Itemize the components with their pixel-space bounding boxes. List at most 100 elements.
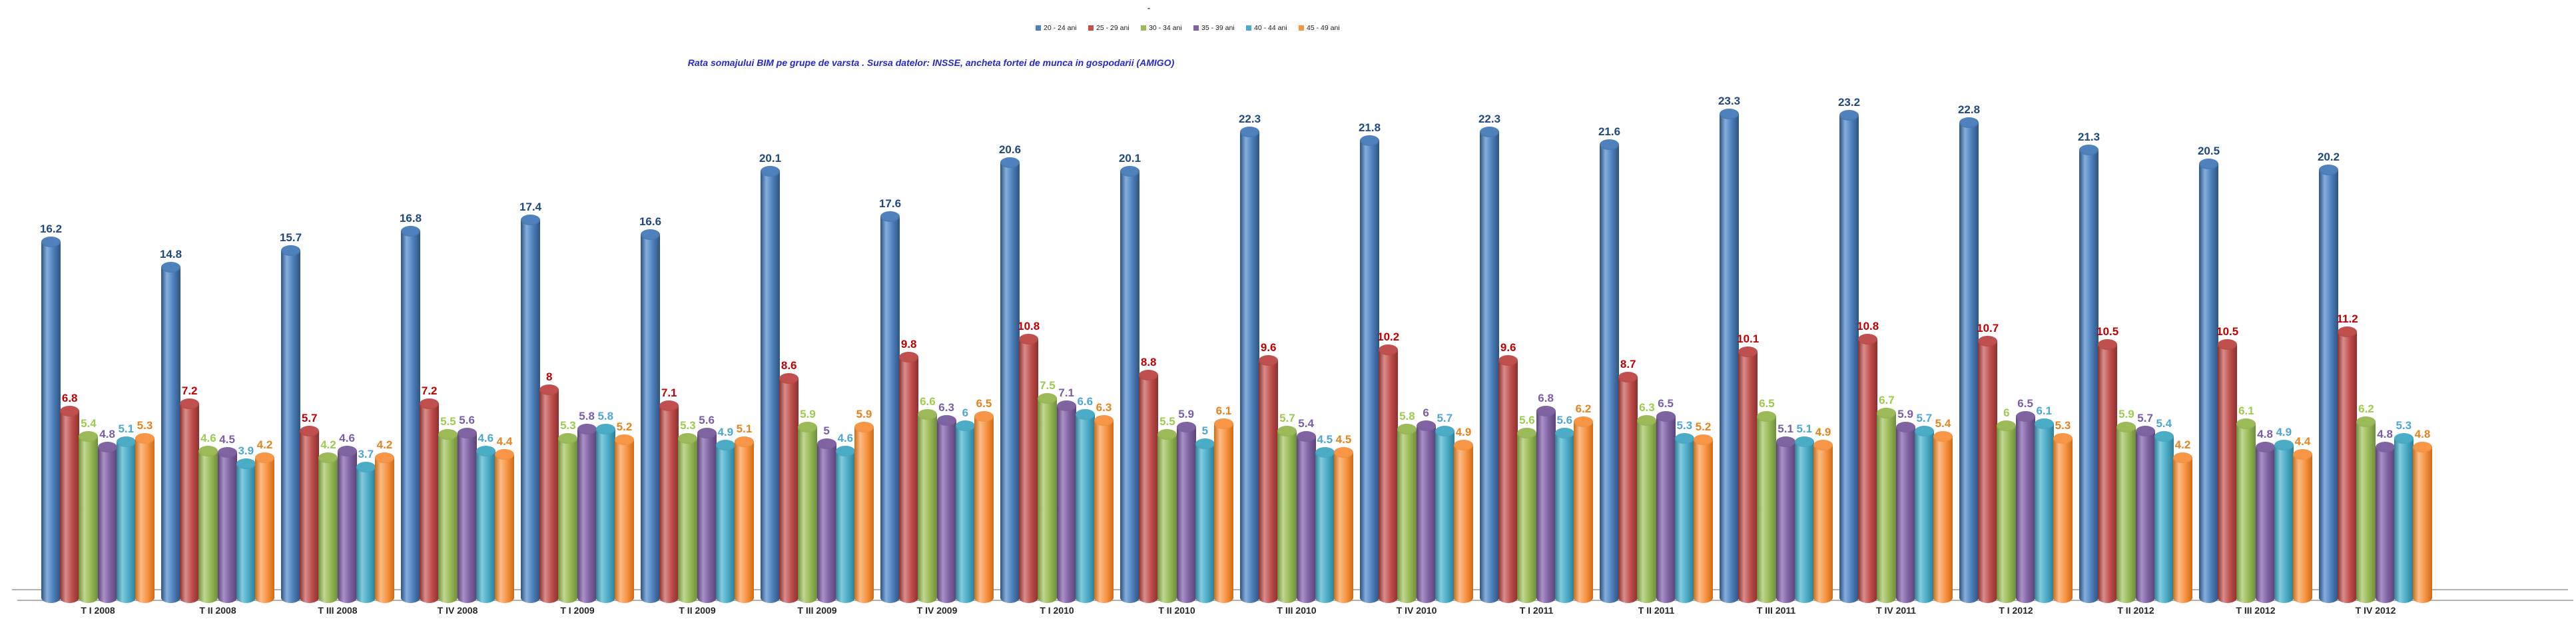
cylinder-bar-body bbox=[761, 171, 780, 603]
cylinder-bar bbox=[438, 429, 458, 603]
cylinder-bar-body bbox=[1775, 442, 1795, 603]
legend-label: 25 - 29 ani bbox=[1096, 24, 1129, 32]
cylinder-bar-body bbox=[1139, 374, 1159, 603]
cylinder-bar bbox=[2394, 432, 2414, 603]
cylinder-bar-body bbox=[1000, 162, 1020, 603]
cylinder-bar bbox=[300, 425, 320, 603]
cylinder-bar-cap bbox=[2413, 442, 2432, 453]
cylinder-bar bbox=[1600, 139, 1619, 603]
cylinder-bar bbox=[1978, 335, 1998, 603]
cylinder-bar-body bbox=[1895, 427, 1915, 603]
cylinder-bar-cap bbox=[1139, 369, 1159, 380]
cylinder-bar-cap bbox=[2375, 442, 2395, 453]
cylinder-bar bbox=[2356, 416, 2376, 603]
cylinder-bar-cap bbox=[1120, 166, 1139, 177]
bar-value-label: 4.8 bbox=[99, 428, 115, 441]
cylinder-bar-body bbox=[1315, 452, 1335, 603]
bar-value-label: 6.3 bbox=[1639, 400, 1655, 414]
cylinder-bar bbox=[1574, 416, 1593, 603]
cylinder-bar bbox=[1435, 425, 1454, 603]
cylinder-bar-cap bbox=[2218, 338, 2238, 350]
cylinder-bar-body bbox=[2338, 332, 2358, 603]
cylinder-bar bbox=[318, 452, 338, 603]
cylinder-bar-cap bbox=[300, 425, 320, 436]
cylinder-bar-cap bbox=[1738, 346, 1758, 357]
cylinder-bar-cap bbox=[1536, 406, 1556, 417]
cylinder-bar-body bbox=[779, 378, 799, 603]
category-label: T II 2012 bbox=[2117, 605, 2154, 616]
bar-value-label: 6.6 bbox=[920, 395, 936, 408]
cylinder-bar bbox=[1480, 126, 1499, 603]
cylinder-bar bbox=[281, 245, 300, 603]
bar-value-label: 10.1 bbox=[1737, 332, 1760, 345]
cylinder-bar-body bbox=[2034, 423, 2054, 603]
cylinder-bar bbox=[715, 440, 735, 603]
bar-value-label: 5.5 bbox=[440, 415, 456, 428]
legend-swatch bbox=[1036, 25, 1041, 31]
cylinder-bar-cap bbox=[1933, 430, 1953, 442]
cylinder-bar bbox=[1720, 108, 1739, 603]
cylinder-bar-cap bbox=[2116, 422, 2136, 433]
cylinder-bar-body bbox=[1416, 425, 1436, 603]
cylinder-bar-cap bbox=[539, 384, 559, 395]
cylinder-bar-body bbox=[337, 450, 357, 603]
cylinder-bar bbox=[79, 430, 99, 603]
cylinder-bar bbox=[135, 432, 155, 603]
cylinder-bar-cap bbox=[2135, 425, 2155, 436]
cylinder-bar-cap bbox=[401, 225, 420, 237]
cylinder-bar bbox=[2173, 452, 2192, 603]
cylinder-bar-cap bbox=[356, 461, 376, 472]
bar-value-label: 5.7 bbox=[301, 411, 318, 424]
bar-value-label: 20.1 bbox=[1118, 152, 1141, 165]
cylinder-bar bbox=[420, 398, 440, 603]
cylinder-bar bbox=[2338, 326, 2358, 603]
cylinder-bar-cap bbox=[615, 434, 634, 446]
cylinder-bar bbox=[659, 400, 679, 603]
cylinder-bar-body bbox=[1933, 436, 1953, 603]
bar-value-label: 5.9 bbox=[856, 408, 872, 421]
cylinder-bar-cap bbox=[1637, 414, 1657, 426]
bar-value-label: 21.8 bbox=[1358, 121, 1381, 135]
bar-value-label: 5.8 bbox=[597, 410, 614, 423]
cylinder-bar-cap bbox=[918, 409, 938, 420]
cylinder-bar-body bbox=[79, 436, 99, 603]
cylinder-bar-cap bbox=[1454, 440, 1473, 451]
bar-value-label: 16.8 bbox=[399, 211, 422, 225]
cylinder-bar-cap bbox=[1240, 126, 1259, 137]
cylinder-bar-cap bbox=[420, 398, 440, 410]
cylinder-bar-cap bbox=[1315, 447, 1335, 458]
cylinder-bar-cap bbox=[1895, 422, 1915, 433]
cylinder-bar-body bbox=[918, 414, 938, 603]
bar-value-label: 7.2 bbox=[421, 384, 438, 398]
bar-value-label: 9.6 bbox=[1500, 341, 1516, 354]
cylinder-bar-cap bbox=[974, 411, 994, 422]
chart-legend: 20 - 24 ani 25 - 29 ani 30 - 34 ani 35 - 39… bbox=[1036, 24, 1351, 32]
cylinder-bar-cap bbox=[715, 440, 735, 451]
cylinder-bar bbox=[2079, 144, 2098, 603]
bar-value-label: 5.1 bbox=[1796, 422, 1813, 436]
legend-label: 45 - 49 ani bbox=[1307, 24, 1340, 32]
cylinder-bar-cap bbox=[1813, 440, 1833, 451]
cylinder-bar-body bbox=[1075, 414, 1095, 603]
cylinder-bar-cap bbox=[1720, 108, 1739, 119]
bar-value-label: 5.1 bbox=[118, 422, 135, 436]
cylinder-bar-cap bbox=[2053, 432, 2073, 444]
cylinder-bar bbox=[1019, 333, 1039, 603]
category-label: T III 2010 bbox=[1277, 605, 1317, 616]
category-label: T II 2008 bbox=[199, 605, 236, 616]
cylinder-bar bbox=[236, 458, 256, 603]
cylinder-bar bbox=[1315, 447, 1335, 603]
cylinder-bar bbox=[1757, 411, 1777, 603]
bar-value-label: 5.5 bbox=[1159, 415, 1175, 428]
legend-swatch bbox=[1141, 25, 1146, 31]
cylinder-bar-cap bbox=[116, 436, 136, 448]
cylinder-bar bbox=[1618, 371, 1638, 603]
bar-value-label: 6.6 bbox=[1077, 395, 1094, 408]
cylinder-bar-cap bbox=[1618, 371, 1638, 382]
cylinder-bar bbox=[2293, 448, 2312, 603]
cylinder-bar-body bbox=[281, 251, 300, 603]
cylinder-bar-cap bbox=[2356, 416, 2376, 428]
bar-value-label: 5.7 bbox=[2137, 411, 2153, 424]
cylinder-bar bbox=[1157, 429, 1177, 603]
category-label: T IV 2008 bbox=[437, 605, 478, 616]
